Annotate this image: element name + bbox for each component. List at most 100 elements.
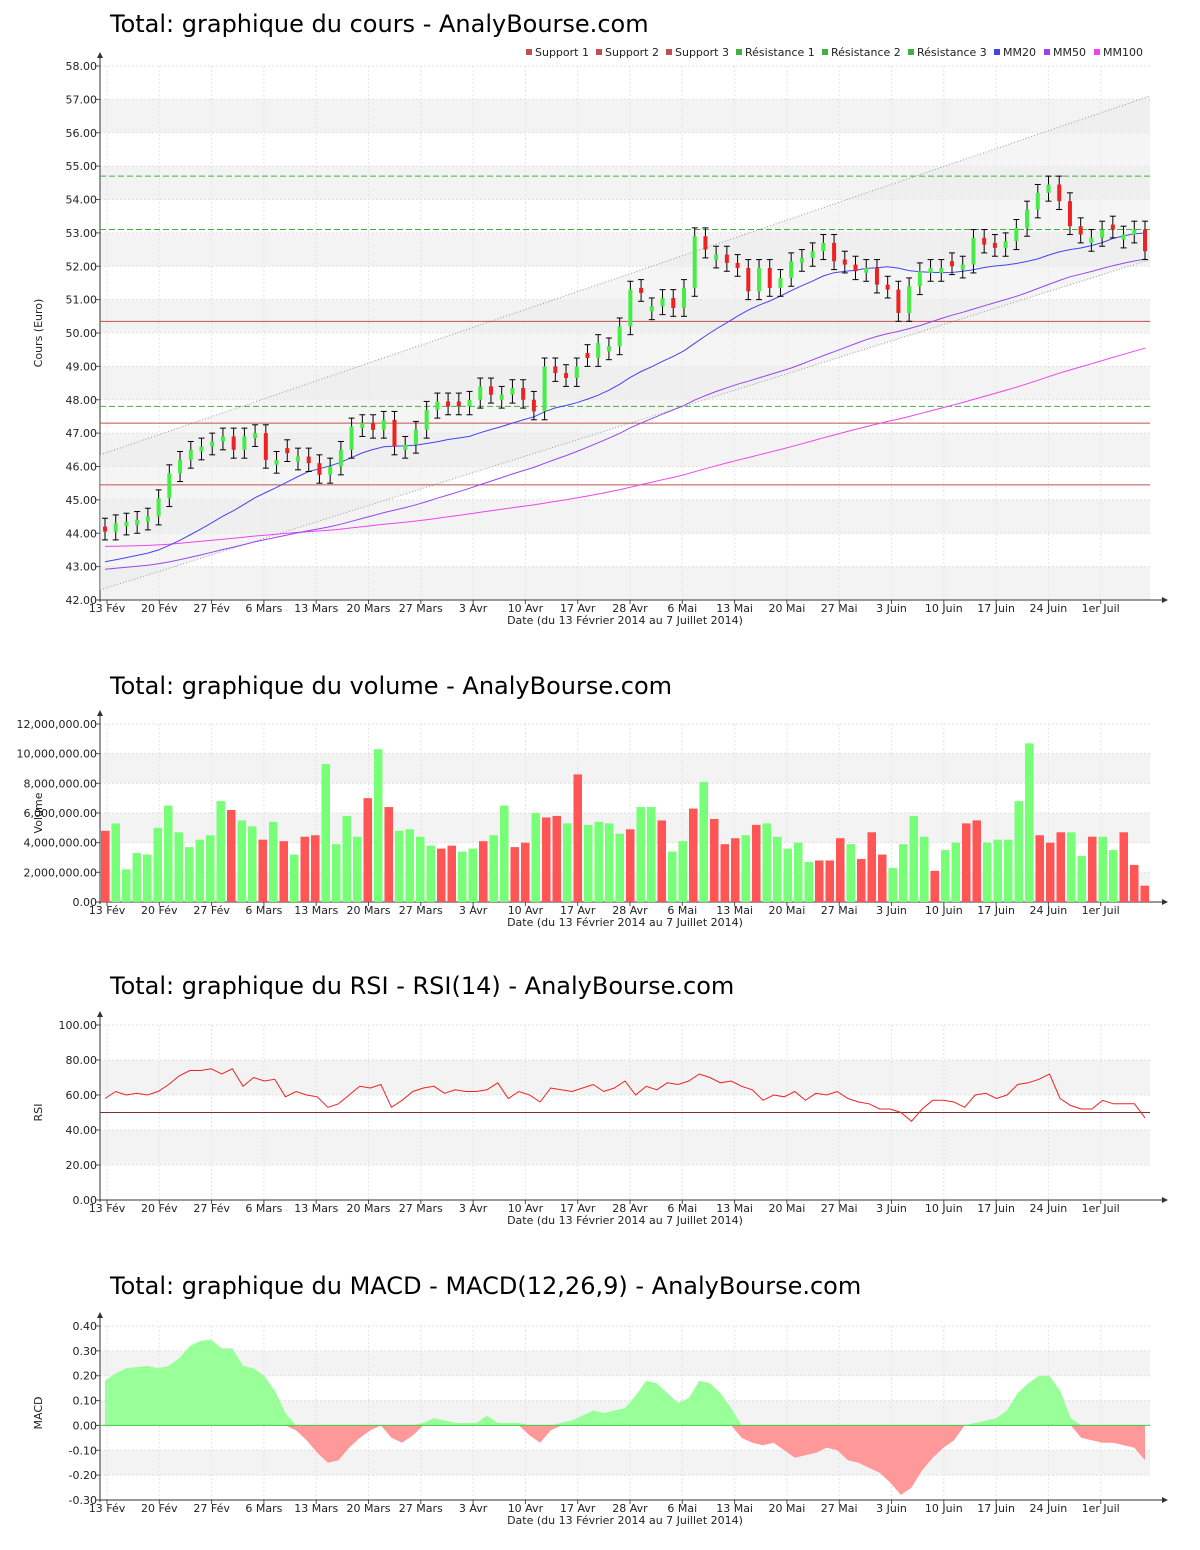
price-chart: 42.00 43.00 44.00 45.00 46.00 47.00 48.00 49.00… xyxy=(32,46,1168,627)
y-tick-label: 55.00 xyxy=(66,160,98,173)
volume-bar xyxy=(752,824,761,902)
candle-body xyxy=(306,456,311,464)
x-tick-label: 20 Mars xyxy=(347,1202,391,1215)
legend-swatch xyxy=(736,49,742,55)
y-axis-arrow xyxy=(97,710,103,716)
x-tick-label: 17 Avr xyxy=(560,904,596,917)
volume-bar xyxy=(437,848,446,902)
rsi-panel: Total: graphique du RSI - RSI(14) - Anal… xyxy=(0,960,1200,1240)
volume-bar xyxy=(762,823,771,902)
x-tick-label: 13 Mars xyxy=(294,602,338,615)
y-tick-label: 0.00 xyxy=(73,1194,98,1207)
x-tick-label: 20 Mars xyxy=(347,904,391,917)
x-tick-label: 3 Juin xyxy=(876,1202,907,1215)
volume-bar xyxy=(878,854,887,902)
volume-bar xyxy=(804,861,813,902)
volume-bar xyxy=(941,850,950,902)
candle-body xyxy=(939,267,944,273)
volume-bar xyxy=(678,841,687,902)
candle-body xyxy=(521,388,526,400)
candle-body xyxy=(167,473,172,499)
y-tick-label: 40.00 xyxy=(66,1124,98,1137)
volume-bar xyxy=(815,860,824,902)
candle-body xyxy=(992,242,997,248)
volume-bar xyxy=(1046,842,1055,902)
candle-body xyxy=(1143,229,1147,252)
volume-bar xyxy=(227,810,236,902)
mm50-line xyxy=(104,258,1146,570)
macd-negative-area xyxy=(105,1425,1145,1495)
volume-bar xyxy=(689,808,698,902)
grid-band xyxy=(100,813,1150,843)
x-tick-label: 13 Mai xyxy=(716,602,753,615)
y-axis-arrow xyxy=(97,1011,103,1017)
x-tick-label: 27 Mai xyxy=(821,1502,858,1515)
x-tick-label: 27 Mai xyxy=(821,1202,858,1215)
macd-chart: -0.30 -0.20 -0.10 0.00 0.10 0.20 0.30 0.40 13 Fé… xyxy=(32,1312,1168,1527)
candle-body xyxy=(1089,237,1094,243)
volume-bar xyxy=(468,848,477,902)
volume-bar xyxy=(1035,835,1044,902)
legend-label: MM50 xyxy=(1053,46,1086,59)
volume-bar xyxy=(258,839,267,902)
x-tick-label: 27 Fév xyxy=(193,1502,230,1515)
volume-bar xyxy=(741,835,750,902)
y-tick-label: 42.00 xyxy=(66,594,98,607)
candle-body xyxy=(403,444,408,450)
y-tick-label: 20.00 xyxy=(66,1159,98,1172)
x-axis-label: Date (du 13 Février 2014 au 7 Juillet 20… xyxy=(507,916,743,929)
x-tick-label: 20 Mai xyxy=(769,1202,806,1215)
candle-body xyxy=(606,346,611,352)
volume-bar xyxy=(416,836,425,902)
volume-bar xyxy=(395,830,404,902)
candle-body xyxy=(542,366,547,412)
y-tick-label: -0.10 xyxy=(69,1444,97,1457)
candle-body xyxy=(735,262,740,268)
legend-swatch xyxy=(1094,49,1100,55)
volume-bar xyxy=(1025,743,1034,902)
volume-bar xyxy=(384,807,393,902)
x-tick-label: 6 Mars xyxy=(245,602,282,615)
x-tick-label: 6 Mars xyxy=(245,904,282,917)
x-tick-label: 20 Mars xyxy=(347,1502,391,1515)
candle-body xyxy=(317,463,322,475)
legend-label: Résistance 3 xyxy=(917,46,987,59)
candle-body xyxy=(1100,229,1105,238)
volume-bar xyxy=(773,836,782,902)
volume-bar xyxy=(993,839,1002,902)
volume-bar xyxy=(122,869,131,902)
candle-body xyxy=(596,343,601,359)
volume-bar xyxy=(731,838,740,902)
volume-bar xyxy=(311,835,320,902)
candle-body xyxy=(810,251,815,258)
y-tick-label: 0.00 xyxy=(73,1419,98,1432)
volume-bar xyxy=(668,851,677,902)
x-tick-label: 6 Mars xyxy=(245,1502,282,1515)
volume-bar xyxy=(930,870,939,902)
x-tick-label: 24 Juin xyxy=(1030,1202,1068,1215)
candle-body xyxy=(295,456,300,462)
candle-body xyxy=(1110,224,1115,230)
y-tick-label: 2,000,000.00 xyxy=(24,866,97,879)
y-tick-label: 49.00 xyxy=(66,360,98,373)
y-tick-label: 44.00 xyxy=(66,527,98,540)
candle-body xyxy=(714,254,719,260)
price-panel: Total: graphique du cours - AnalyBourse.… xyxy=(0,0,1200,640)
x-tick-label: 27 Mars xyxy=(399,1202,443,1215)
grid-band xyxy=(100,1060,1150,1095)
x-tick-label: 20 Fév xyxy=(141,1502,178,1515)
x-tick-label: 27 Mars xyxy=(399,602,443,615)
candle-body xyxy=(349,426,354,450)
x-tick-label: 10 Juin xyxy=(925,904,963,917)
legend-label: Résistance 2 xyxy=(831,46,901,59)
volume-panel: Total: graphique du volume - AnalyBourse… xyxy=(0,660,1200,940)
x-tick-label: 28 Avr xyxy=(612,904,648,917)
x-tick-label: 10 Avr xyxy=(508,1502,544,1515)
x-tick-label: 3 Avr xyxy=(459,602,488,615)
candle-body xyxy=(574,366,579,379)
volume-bar xyxy=(846,844,855,902)
volume-bar xyxy=(164,805,173,902)
volume-bar xyxy=(594,821,603,902)
volume-bar xyxy=(794,842,803,902)
grid-band xyxy=(100,1130,1150,1165)
